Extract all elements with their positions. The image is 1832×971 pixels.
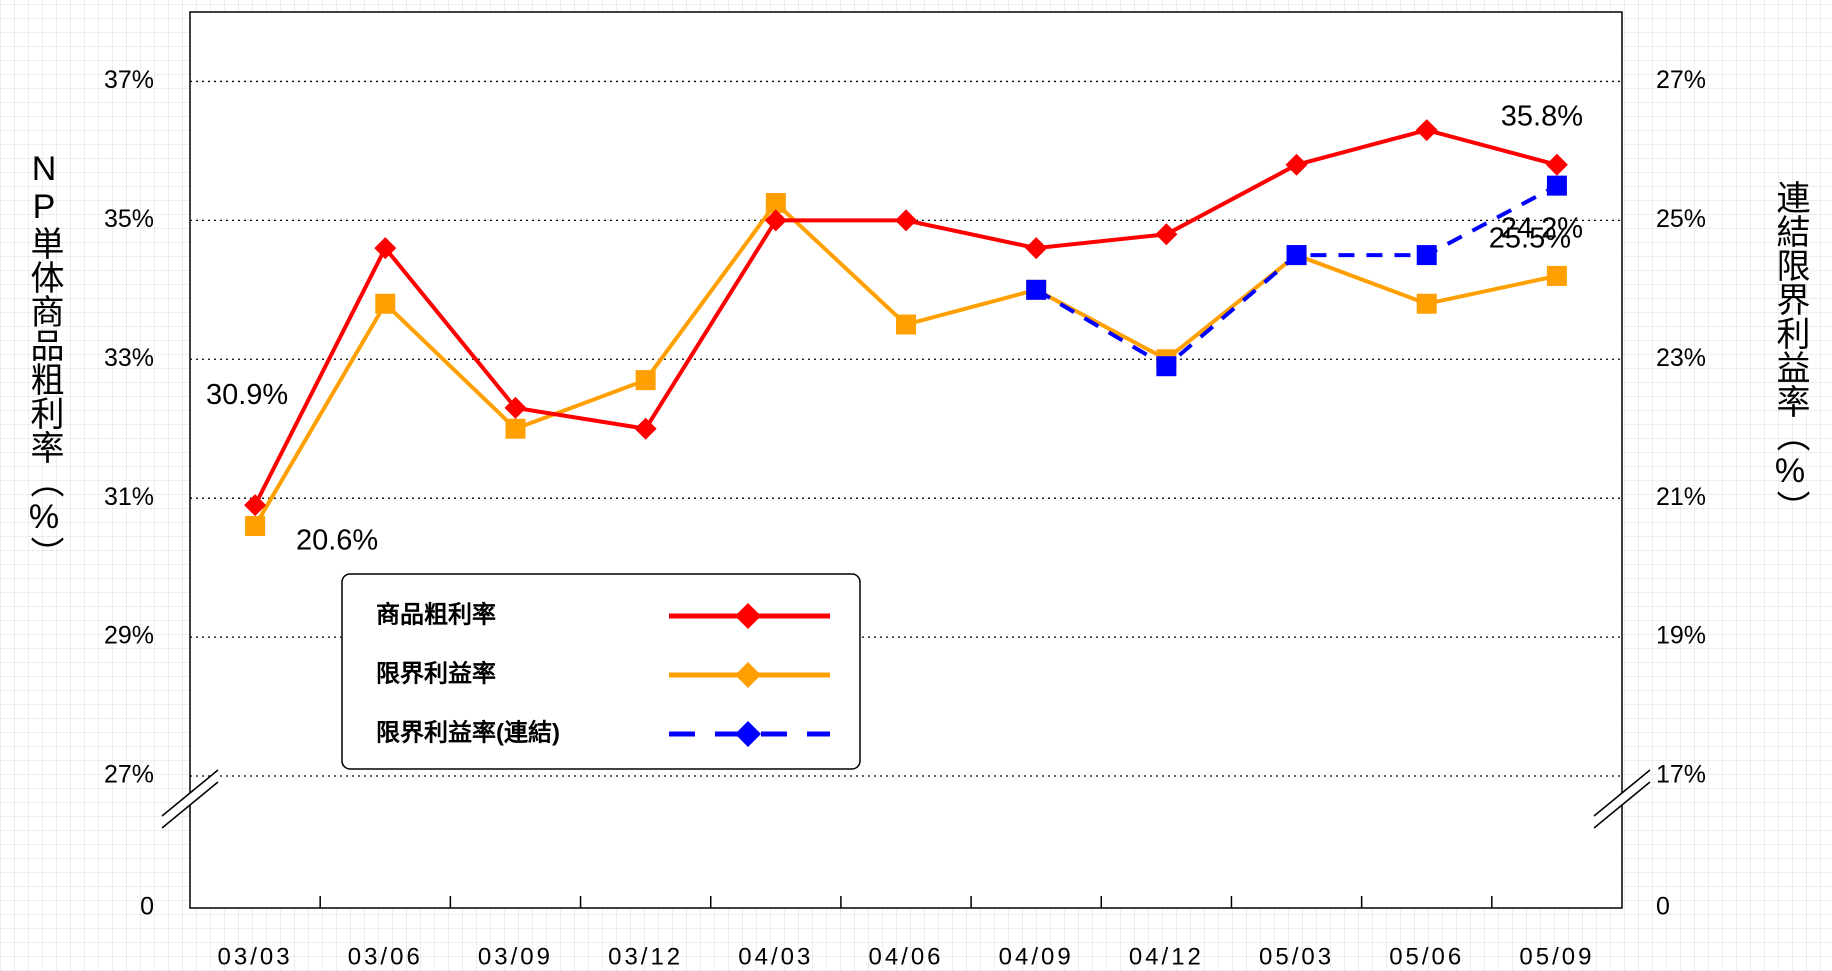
data-point: [1025, 237, 1048, 260]
y-tick-label: 33%: [104, 344, 154, 372]
data-point: [244, 494, 267, 517]
data-point: [245, 515, 266, 536]
data-point: [505, 418, 526, 439]
y-axis-title: NP単体商品粗利率（%）: [25, 150, 63, 570]
y-tick-label: 31%: [104, 483, 154, 511]
y2-tick-label: 19%: [1656, 622, 1706, 650]
data-label: 25.5%: [1489, 222, 1571, 254]
data-point: [1416, 245, 1437, 266]
data-point: [1285, 153, 1308, 176]
x-tick-label: 03/09: [478, 943, 553, 970]
data-point: [1416, 293, 1437, 314]
data-point: [374, 237, 397, 260]
data-point: [634, 417, 657, 440]
axis-break-mark: [1593, 781, 1651, 829]
data-point: [504, 396, 527, 419]
legend-label: 限界利益率(連結): [376, 718, 560, 746]
data-point: [765, 193, 786, 213]
data-point: [896, 314, 916, 335]
data-point: [764, 209, 787, 232]
y-tick-label: 29%: [104, 622, 154, 650]
x-tick-label: 04/09: [999, 943, 1074, 970]
data-label: 30.9%: [206, 379, 288, 411]
y-tick-label: 37%: [104, 66, 154, 94]
x-tick-label: 03/12: [608, 943, 683, 970]
y2-tick-label: 27%: [1656, 66, 1706, 94]
data-point: [1415, 119, 1438, 142]
legend-label: 商品粗利率: [376, 600, 496, 628]
x-tick-label: 04/06: [868, 943, 943, 970]
legend-marker: [735, 662, 761, 688]
x-tick-label: 05/03: [1259, 943, 1334, 970]
data-label: 35.8%: [1501, 100, 1583, 132]
y-tick-label: 35%: [104, 205, 154, 233]
axis-break-gap: [1594, 770, 1650, 828]
data-point: [1545, 153, 1568, 176]
data-point: [1155, 223, 1178, 246]
y-tick-label: 27%: [104, 761, 154, 789]
y2-tick-label: 25%: [1656, 205, 1706, 233]
axis-break-mark: [161, 769, 219, 817]
data-point: [1026, 279, 1047, 300]
y2-axis-title: 連結限界利益率（%）: [1771, 180, 1809, 524]
data-label: 20.6%: [296, 525, 378, 557]
data-point: [895, 209, 917, 232]
y2-tick-label: 17%: [1656, 761, 1706, 789]
axis-break-gap: [162, 770, 218, 828]
y-tick-label: 0: [140, 893, 154, 921]
x-tick-label: 03/03: [218, 943, 293, 970]
axis-break-mark: [161, 781, 219, 829]
x-tick-label: 03/06: [348, 943, 423, 970]
data-point: [1546, 175, 1567, 196]
data-point: [635, 370, 656, 391]
legend-box: [341, 573, 861, 770]
data-label: 24.2%: [1501, 213, 1583, 245]
axis-break-mark: [1593, 769, 1651, 817]
x-tick-label: 04/03: [738, 943, 813, 970]
data-point: [1156, 356, 1177, 377]
y2-tick-label: 23%: [1656, 344, 1706, 372]
legend-label: 限界利益率: [376, 659, 496, 687]
x-tick-label: 05/09: [1519, 943, 1594, 970]
data-point: [375, 293, 396, 314]
data-point: [1286, 245, 1307, 266]
x-tick-label: 05/06: [1389, 943, 1464, 970]
data-point: [1546, 265, 1567, 286]
legend-marker: [735, 603, 761, 629]
x-tick-label: 04/12: [1129, 943, 1204, 970]
y2-tick-label: 0: [1656, 893, 1670, 921]
plot-area: [189, 11, 1623, 909]
legend-marker: [735, 721, 761, 747]
y2-tick-label: 21%: [1656, 483, 1706, 511]
